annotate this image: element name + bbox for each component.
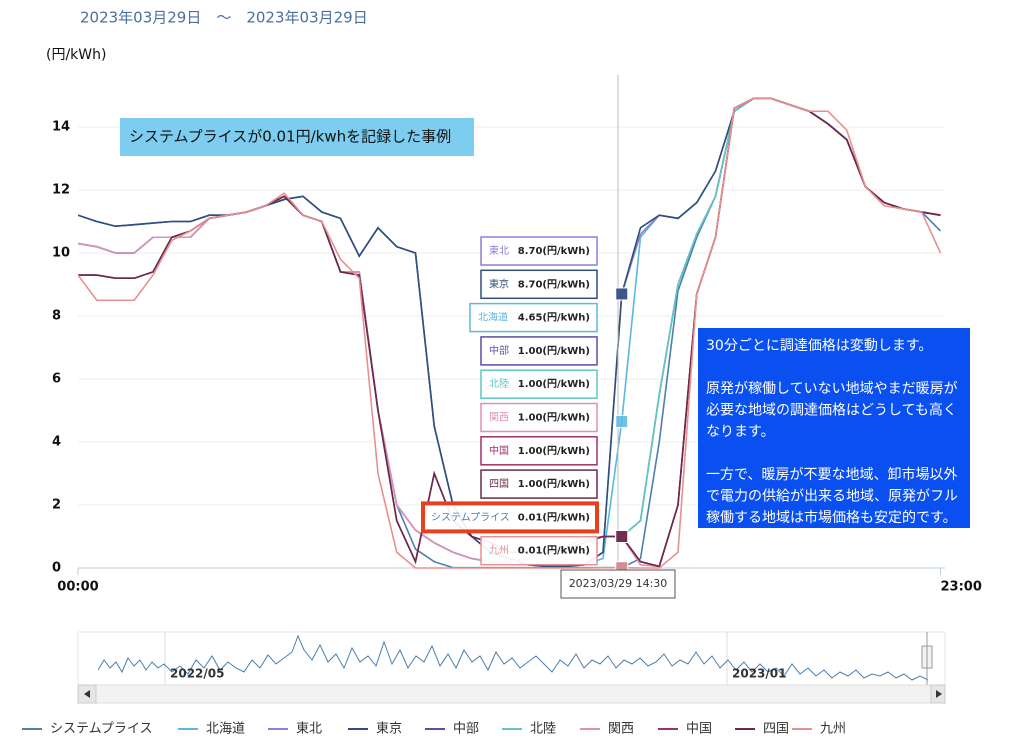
scroll-right-arrow bbox=[936, 690, 942, 698]
explanation-line: 一方で、暖房が不要な地域、卸市場以外 bbox=[706, 467, 957, 483]
legend-label[interactable]: 東北 bbox=[296, 721, 322, 737]
tooltip-box bbox=[480, 535, 598, 566]
y-tick-label: 4 bbox=[52, 435, 61, 450]
tooltip-value: 1.00(円/kWh) bbox=[518, 378, 590, 390]
tooltip-value: 8.70(円/kWh) bbox=[518, 278, 590, 290]
explanation: 30分ごとに調達価格は変動します。原発が稼働していない地域やまだ暖房が必要な地域… bbox=[706, 338, 958, 526]
tooltip-value: 1.00(円/kWh) bbox=[518, 445, 590, 457]
tooltip-box bbox=[469, 302, 598, 333]
tooltip-marker bbox=[615, 415, 629, 429]
legend-label[interactable]: 関西 bbox=[608, 722, 634, 737]
date-range: 2023年03月29日 〜 2023年03月29日 bbox=[80, 9, 368, 27]
tooltip-box bbox=[480, 469, 598, 499]
scrollbar[interactable] bbox=[77, 684, 946, 704]
explanation-line: 30分ごとに調達価格は変動します。 bbox=[706, 338, 932, 354]
navigator-label: 2023/01 bbox=[732, 667, 786, 681]
tooltip-box bbox=[480, 236, 598, 266]
legend-label[interactable]: 北海道 bbox=[206, 722, 245, 737]
tooltip-value: 1.00(円/kWh) bbox=[518, 412, 590, 424]
tooltip-box bbox=[480, 369, 598, 399]
legend-label[interactable]: システムプライス bbox=[50, 722, 152, 737]
y-tick-label: 0 bbox=[52, 561, 61, 576]
tooltip-series-name: 中国 bbox=[489, 444, 509, 457]
explanation-line: 必要な地域の調達価格はどうしても高く bbox=[706, 402, 957, 419]
legend: システムプライス 北海道 東北 東京 中部 北陸 関西 中国 四国 九州 bbox=[22, 721, 846, 737]
scroll-left-arrow bbox=[84, 690, 90, 698]
y-tick-label: 8 bbox=[52, 309, 61, 324]
explanation-line: 稼働する地域は市場価格も安定的です。 bbox=[706, 510, 957, 526]
tooltip-series-name: 東北 bbox=[489, 244, 509, 257]
tooltip-series-name: システムプライス bbox=[431, 511, 510, 523]
y-tick-label: 10 bbox=[52, 246, 70, 261]
legend-label[interactable]: 中部 bbox=[453, 722, 479, 737]
tooltip-value: 1.00(円/kWh) bbox=[518, 345, 590, 357]
note-text: システムプライスが0.01円/kwhを記録した事例 bbox=[129, 128, 451, 146]
x-tick-label: 00:00 bbox=[57, 580, 98, 595]
legend-label[interactable]: 東京 bbox=[376, 721, 402, 737]
legend-label[interactable]: 中国 bbox=[686, 722, 712, 737]
explanation-line: で電力の供給が出来る地域、原発がフル bbox=[706, 489, 958, 505]
explanation-line: 原発が稼働していない地域やまだ暖房が bbox=[706, 381, 958, 397]
legend-label[interactable]: 九州 bbox=[820, 722, 846, 737]
tooltip-box bbox=[480, 436, 598, 466]
x-tick-label: 23:00 bbox=[941, 580, 982, 595]
tooltip-value: 8.70(円/kWh) bbox=[518, 245, 590, 257]
tooltip-series-name: 東京 bbox=[489, 277, 509, 290]
tooltip-box bbox=[480, 336, 598, 366]
legend-label[interactable]: 北陸 bbox=[530, 722, 556, 737]
tooltip-box bbox=[421, 501, 599, 534]
tooltip-value: 0.01(円/kWh) bbox=[518, 511, 590, 523]
tooltip: 東北 8.70(円/kWh) 東京 8.70(円/kWh) 北海道 4.65(円/kWh)… bbox=[421, 236, 676, 599]
tooltip-box bbox=[480, 402, 598, 433]
y-tick-label: 2 bbox=[52, 498, 61, 513]
tooltip-value: 4.65(円/kWh) bbox=[518, 312, 590, 324]
tooltip-time-box bbox=[560, 569, 676, 599]
y-axis-unit: (円/kWh) bbox=[46, 47, 106, 63]
tooltip-series-name: 北陸 bbox=[489, 377, 509, 390]
navigator-label: 2022/05 bbox=[170, 667, 224, 681]
tooltip-series-name: 四国 bbox=[489, 478, 509, 490]
note-box bbox=[120, 118, 474, 156]
tooltip-value: 0.01(円/kWh) bbox=[518, 545, 590, 557]
explanation-line: なります。 bbox=[706, 424, 775, 440]
tooltip-box bbox=[480, 269, 598, 300]
y-tick-label: 14 bbox=[52, 120, 70, 135]
tooltip-marker bbox=[615, 530, 629, 543]
tooltip-series-name: 北海道 bbox=[478, 311, 508, 324]
tooltip-value: 1.00(円/kWh) bbox=[518, 478, 590, 490]
tooltip-series-name: 九州 bbox=[489, 545, 509, 557]
y-tick-label: 6 bbox=[52, 372, 61, 387]
tooltip-marker bbox=[615, 287, 629, 301]
series-line bbox=[78, 97, 942, 569]
tooltip-series-name: 中部 bbox=[489, 344, 509, 357]
navigator-series bbox=[97, 634, 929, 681]
explanation-box bbox=[698, 328, 970, 528]
tooltip-time: 2023/03/29 14:30 bbox=[569, 577, 668, 590]
legend-label[interactable]: 四国 bbox=[763, 722, 789, 737]
tooltip-series-name: 関西 bbox=[489, 412, 509, 424]
y-tick-label: 12 bbox=[52, 183, 70, 198]
